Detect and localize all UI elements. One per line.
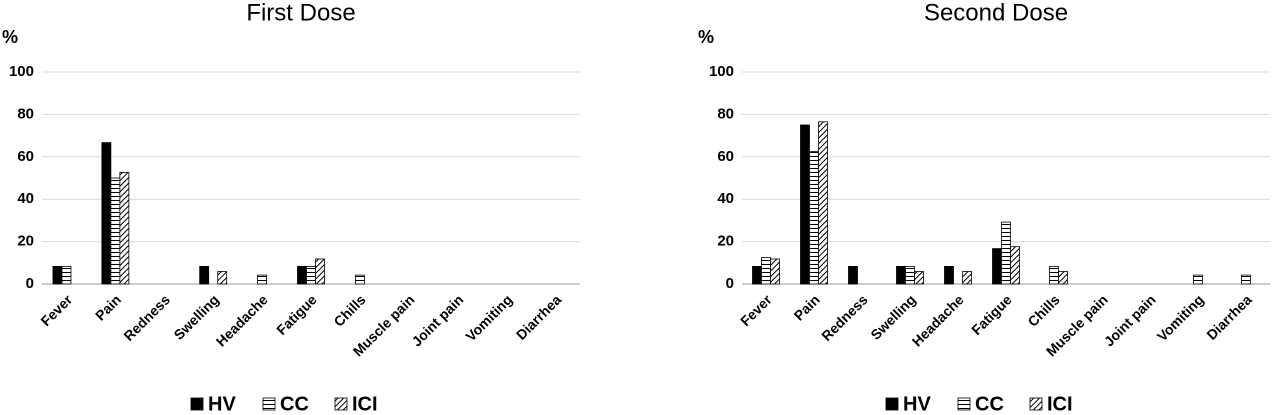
- y-axis-label: %: [2, 27, 18, 47]
- y-tick-label: 0: [26, 275, 34, 292]
- bar: [809, 151, 819, 285]
- legend-swatch: [334, 397, 348, 411]
- bar: [297, 266, 307, 285]
- legend-label: ICI: [1047, 393, 1073, 415]
- bar: [1058, 271, 1068, 285]
- legend-label: HV: [903, 393, 931, 415]
- x-tick-label: Pain: [92, 291, 124, 323]
- y-tick-label: 100: [9, 63, 34, 80]
- bar: [1001, 221, 1011, 285]
- legend-label: CC: [280, 393, 309, 415]
- bar: [315, 258, 325, 285]
- x-tick-label: Chills: [330, 291, 368, 329]
- x-tick-label: Fever: [37, 291, 75, 329]
- bar: [119, 172, 130, 285]
- x-tick-label: Chills: [1024, 291, 1062, 329]
- x-tick-label: Vomiting: [462, 291, 515, 344]
- legend-label: CC: [975, 393, 1004, 415]
- bar: [905, 266, 915, 285]
- x-tick-label: Fever: [737, 291, 775, 329]
- y-tick-label: 60: [17, 148, 34, 165]
- bar: [61, 266, 72, 285]
- x-tick-label: Diarrhea: [1203, 291, 1255, 343]
- bar: [355, 274, 365, 285]
- x-tick-label: Redness: [818, 291, 871, 344]
- bar: [1241, 274, 1251, 285]
- bar: [1193, 274, 1203, 285]
- bar: [199, 266, 210, 285]
- x-tick-label: Joint pain: [1101, 291, 1159, 349]
- x-tick-label: Joint pain: [408, 291, 466, 349]
- legend-label: ICI: [352, 393, 378, 415]
- bar: [770, 258, 780, 285]
- x-tick-label: Swelling: [170, 291, 221, 342]
- x-tick-label: Headache: [213, 291, 271, 349]
- bar: [306, 266, 316, 285]
- chart-title: First Dose: [246, 0, 355, 26]
- y-tick-label: 20: [17, 233, 34, 250]
- legend-swatch: [885, 397, 899, 411]
- bar: [101, 142, 112, 285]
- bar: [914, 271, 924, 285]
- bar: [257, 274, 267, 285]
- bar: [962, 271, 972, 285]
- bar: [944, 266, 954, 285]
- x-tick-label: Vomiting: [1154, 291, 1207, 344]
- y-tick-label: 80: [717, 105, 734, 122]
- bar: [761, 257, 771, 285]
- y-tick-label: 80: [17, 105, 34, 122]
- bar: [217, 271, 228, 285]
- bar: [1049, 266, 1059, 285]
- y-axis-label: %: [698, 27, 714, 47]
- x-tick-label: Fatigue: [273, 291, 320, 338]
- bar: [848, 266, 858, 285]
- legend-label: HV: [208, 393, 236, 415]
- legend-swatch: [190, 397, 204, 411]
- legend-swatch: [1029, 397, 1043, 411]
- x-tick-label: Fatigue: [968, 291, 1015, 338]
- legend-swatch: [262, 397, 276, 411]
- bar: [1010, 246, 1020, 285]
- bar: [800, 124, 810, 285]
- bar: [896, 266, 906, 285]
- y-tick-label: 20: [717, 233, 734, 250]
- x-tick-label: Diarrhea: [513, 291, 565, 343]
- y-tick-label: 40: [17, 190, 34, 207]
- y-tick-label: 40: [717, 190, 734, 207]
- y-tick-label: 100: [709, 63, 734, 80]
- bar: [110, 177, 121, 285]
- chart-title: Second Dose: [924, 0, 1068, 26]
- bar: [52, 266, 63, 285]
- x-tick-label: Headache: [909, 291, 967, 349]
- y-tick-label: 0: [726, 275, 734, 292]
- bar: [992, 248, 1002, 285]
- x-tick-label: Redness: [120, 291, 173, 344]
- y-tick-label: 60: [717, 148, 734, 165]
- bar: [752, 266, 762, 285]
- x-tick-label: Pain: [791, 291, 823, 323]
- bar: [818, 121, 828, 285]
- legend-swatch: [957, 397, 971, 411]
